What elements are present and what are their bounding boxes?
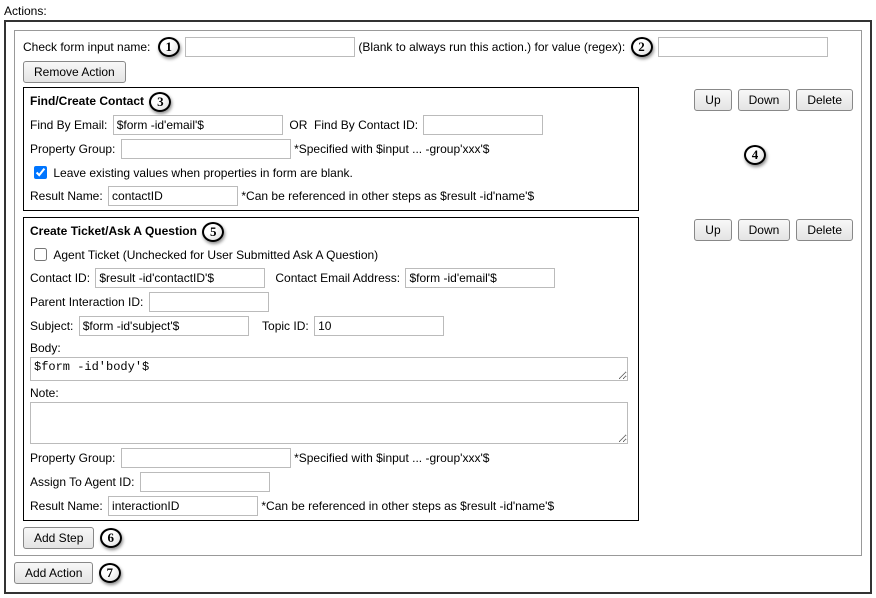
check-hint: (Blank to always run this action.) for v… <box>358 40 625 54</box>
step1-propgroup-input[interactable] <box>121 139 291 159</box>
step1-down-button[interactable]: Down <box>738 89 791 111</box>
assign-input[interactable] <box>140 472 270 492</box>
body-label: Body: <box>30 341 61 355</box>
step2-delete-button[interactable]: Delete <box>796 219 853 241</box>
callout-2: 2 <box>631 37 653 57</box>
step1-title: Find/Create Contact <box>30 94 144 108</box>
subject-label: Subject: <box>30 319 73 333</box>
body-textarea[interactable] <box>30 357 628 381</box>
step-create-ticket: Create Ticket/Ask A Question 5 Agent Tic… <box>23 217 639 521</box>
or-label: OR <box>289 118 307 132</box>
contact-email-label: Contact Email Address: <box>275 271 400 285</box>
callout-6: 6 <box>100 528 122 548</box>
step1-result-input[interactable] <box>108 186 238 206</box>
find-contact-input[interactable] <box>423 115 543 135</box>
note-textarea[interactable] <box>30 402 628 444</box>
step-find-contact: Find/Create Contact 3 Find By Email: OR … <box>23 87 639 211</box>
contact-email-input[interactable] <box>405 268 555 288</box>
check-name-input[interactable] <box>185 37 355 57</box>
parent-input[interactable] <box>149 292 269 312</box>
callout-7: 7 <box>99 563 121 583</box>
agent-ticket-label: Agent Ticket (Unchecked for User Submitt… <box>53 248 378 262</box>
find-email-input[interactable] <box>113 115 283 135</box>
step2-result-input[interactable] <box>108 496 258 516</box>
step1-up-button[interactable]: Up <box>694 89 731 111</box>
remove-action-button[interactable]: Remove Action <box>23 61 126 83</box>
check-name-label: Check form input name: <box>23 40 150 54</box>
leave-existing-checkbox[interactable] <box>34 166 47 179</box>
step1-controls: Up Down Delete <box>694 87 853 111</box>
step2-result-label: Result Name: <box>30 499 103 513</box>
step1-result-label: Result Name: <box>30 189 103 203</box>
step2-down-button[interactable]: Down <box>738 219 791 241</box>
contact-id-input[interactable] <box>95 268 265 288</box>
step1-delete-button[interactable]: Delete <box>796 89 853 111</box>
step1-propgroup-hint: *Specified with $input ... -group'xxx'$ <box>294 142 489 156</box>
step2-controls: Up Down Delete <box>694 217 853 241</box>
leave-existing-label: Leave existing values when properties in… <box>53 166 353 180</box>
actions-header: Actions: <box>4 4 872 18</box>
actions-container: Check form input name: 1 (Blank to alway… <box>4 20 872 594</box>
add-action-button[interactable]: Add Action <box>14 562 93 584</box>
find-email-label: Find By Email: <box>30 118 107 132</box>
note-label: Note: <box>30 386 59 400</box>
callout-3: 3 <box>149 92 171 112</box>
callout-1: 1 <box>158 37 180 57</box>
step2-result-hint: *Can be referenced in other steps as $re… <box>261 499 554 513</box>
contact-id-label: Contact ID: <box>30 271 90 285</box>
agent-ticket-checkbox[interactable] <box>34 248 47 261</box>
assign-label: Assign To Agent ID: <box>30 475 135 489</box>
subject-input[interactable] <box>79 316 249 336</box>
callout-4: 4 <box>744 145 766 165</box>
check-regex-input[interactable] <box>658 37 828 57</box>
action-block: Check form input name: 1 (Blank to alway… <box>14 30 862 556</box>
topic-label: Topic ID: <box>262 319 309 333</box>
topic-input[interactable] <box>314 316 444 336</box>
step2-propgroup-input[interactable] <box>121 448 291 468</box>
step2-title: Create Ticket/Ask A Question <box>30 224 197 238</box>
find-contact-label: Find By Contact ID: <box>314 118 418 132</box>
add-step-button[interactable]: Add Step <box>23 527 94 549</box>
parent-label: Parent Interaction ID: <box>30 295 143 309</box>
step2-up-button[interactable]: Up <box>694 219 731 241</box>
step2-propgroup-hint: *Specified with $input ... -group'xxx'$ <box>294 451 489 465</box>
step2-propgroup-label: Property Group: <box>30 451 115 465</box>
callout-5: 5 <box>202 222 224 242</box>
step1-result-hint: *Can be referenced in other steps as $re… <box>241 189 534 203</box>
step1-propgroup-label: Property Group: <box>30 142 115 156</box>
